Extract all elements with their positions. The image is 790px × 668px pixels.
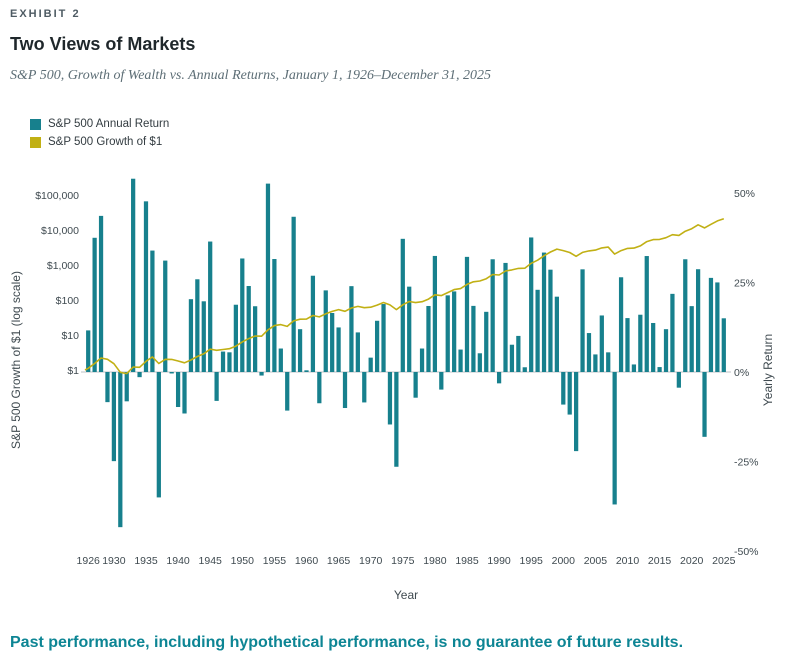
svg-text:2000: 2000 xyxy=(552,555,576,567)
svg-text:2015: 2015 xyxy=(648,555,672,567)
past-performance-footnote: Past performance, including hypothetical… xyxy=(10,634,684,651)
svg-text:-50%: -50% xyxy=(734,546,759,558)
growth-of-1-swatch-icon xyxy=(30,136,41,148)
svg-text:1935: 1935 xyxy=(134,555,158,567)
annual-return-bars xyxy=(86,178,726,528)
svg-text:1945: 1945 xyxy=(199,555,223,567)
svg-text:1980: 1980 xyxy=(423,555,447,567)
svg-text:1955: 1955 xyxy=(263,555,287,567)
chart-subtitle: S&P 500, Growth of Wealth vs. Annual Ret… xyxy=(10,68,492,83)
legend-label: S&P 500 Growth of $1 xyxy=(48,136,163,148)
svg-text:1990: 1990 xyxy=(487,555,511,567)
annual-return-swatch-icon xyxy=(30,118,41,130)
legend-label: S&P 500 Annual Return xyxy=(48,118,170,130)
x-axis-title: Year xyxy=(393,588,419,602)
exhibit-label: EXHIBIT 2 xyxy=(10,8,81,20)
growth-of-1-line xyxy=(84,218,725,375)
svg-text:$10,000: $10,000 xyxy=(41,225,79,237)
svg-text:25%: 25% xyxy=(734,278,755,290)
x-axis-tick-labels: 1926 1930 1935 1940 1945 1950 1955 1960 1965 1970… xyxy=(77,555,736,567)
svg-text:2005: 2005 xyxy=(584,555,608,567)
svg-text:$1,000: $1,000 xyxy=(47,260,79,272)
svg-text:1940: 1940 xyxy=(166,555,190,567)
svg-text:1995: 1995 xyxy=(520,555,544,567)
svg-text:1950: 1950 xyxy=(231,555,255,567)
svg-text:$10: $10 xyxy=(61,330,79,342)
svg-text:2025: 2025 xyxy=(712,555,736,567)
svg-text:1975: 1975 xyxy=(391,555,415,567)
svg-text:2010: 2010 xyxy=(616,555,640,567)
svg-text:1930: 1930 xyxy=(102,555,126,567)
legend-item-annual-return: S&P 500 Annual Return xyxy=(30,118,169,130)
svg-text:1985: 1985 xyxy=(455,555,479,567)
svg-text:50%: 50% xyxy=(734,188,755,200)
right-axis-tick-labels: -50% -25% 0% 25% 50% xyxy=(734,188,759,558)
left-axis-tick-labels: $1 $10 $100 $1,000 $10,000 $100,000 xyxy=(35,190,79,377)
svg-text:1960: 1960 xyxy=(295,555,319,567)
page-title: Two Views of Markets xyxy=(10,34,196,54)
chart-legend: S&P 500 Annual Return S&P 500 Growth of … xyxy=(30,118,169,154)
legend-item-growth-of-1: S&P 500 Growth of $1 xyxy=(30,136,169,148)
svg-text:1965: 1965 xyxy=(327,555,351,567)
svg-text:$100: $100 xyxy=(56,295,80,307)
svg-text:$1: $1 xyxy=(67,365,79,377)
svg-text:1926: 1926 xyxy=(77,555,101,567)
svg-text:$100,000: $100,000 xyxy=(35,190,79,202)
svg-text:2020: 2020 xyxy=(680,555,704,567)
svg-text:1970: 1970 xyxy=(359,555,383,567)
svg-text:-25%: -25% xyxy=(734,457,759,469)
svg-text:0%: 0% xyxy=(734,367,749,379)
